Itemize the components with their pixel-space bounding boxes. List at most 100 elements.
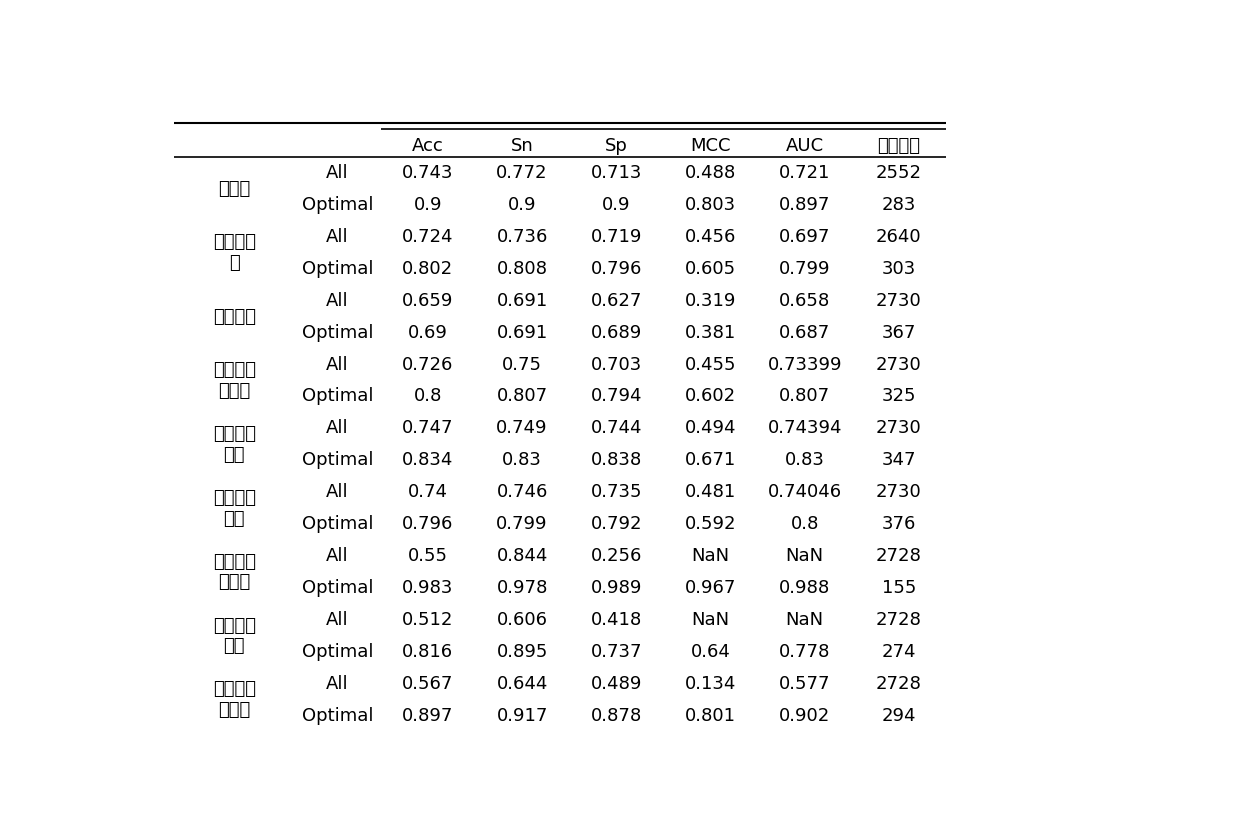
Text: 0.671: 0.671 — [684, 451, 737, 469]
Text: 0.418: 0.418 — [590, 611, 642, 629]
Text: 0.796: 0.796 — [402, 515, 454, 533]
Text: 376: 376 — [882, 515, 916, 533]
Text: All: All — [326, 611, 348, 629]
Text: Optimal: Optimal — [301, 515, 373, 533]
Text: 367: 367 — [882, 324, 916, 341]
Text: 0.772: 0.772 — [496, 164, 548, 182]
Text: 0.743: 0.743 — [402, 164, 454, 182]
Text: 2640: 2640 — [875, 228, 921, 246]
Text: 0.747: 0.747 — [402, 420, 454, 437]
Text: 0.807: 0.807 — [779, 388, 831, 406]
Text: All: All — [326, 164, 348, 182]
Text: 0.9: 0.9 — [414, 196, 443, 214]
Text: 嗜热地芽
孢杆菌: 嗜热地芽 孢杆菌 — [213, 680, 255, 720]
Text: 0.64: 0.64 — [691, 643, 730, 661]
Text: 0.794: 0.794 — [590, 388, 642, 406]
Text: 0.567: 0.567 — [402, 675, 454, 693]
Text: 0.808: 0.808 — [496, 260, 548, 278]
Text: 鼠伤寒沙
门菌: 鼠伤寒沙 门菌 — [213, 616, 255, 655]
Text: 0.967: 0.967 — [684, 579, 737, 597]
Text: 0.844: 0.844 — [496, 547, 548, 565]
Text: 2728: 2728 — [875, 675, 921, 693]
Text: 0.602: 0.602 — [684, 388, 737, 406]
Text: 0.8: 0.8 — [790, 515, 818, 533]
Text: 0.983: 0.983 — [402, 579, 454, 597]
Text: 0.8: 0.8 — [414, 388, 443, 406]
Text: Acc: Acc — [412, 137, 444, 155]
Text: All: All — [326, 228, 348, 246]
Text: 谷氨酸棒
状杆菌: 谷氨酸棒 状杆菌 — [213, 361, 255, 400]
Text: 347: 347 — [882, 451, 916, 469]
Text: 0.895: 0.895 — [496, 643, 548, 661]
Text: 0.736: 0.736 — [496, 228, 548, 246]
Text: 大肠杆菌: 大肠杆菌 — [213, 307, 255, 326]
Text: 0.659: 0.659 — [402, 292, 454, 310]
Text: 特征维数: 特征维数 — [878, 137, 920, 155]
Text: NaN: NaN — [692, 611, 729, 629]
Text: 0.834: 0.834 — [402, 451, 454, 469]
Text: All: All — [326, 420, 348, 437]
Text: 0.724: 0.724 — [402, 228, 454, 246]
Text: Optimal: Optimal — [301, 260, 373, 278]
Text: 0.703: 0.703 — [590, 355, 642, 373]
Text: 0.577: 0.577 — [779, 675, 831, 693]
Text: 0.897: 0.897 — [779, 196, 831, 214]
Text: 0.687: 0.687 — [779, 324, 831, 341]
Text: 0.719: 0.719 — [590, 228, 642, 246]
Text: 0.689: 0.689 — [590, 324, 642, 341]
Text: 0.691: 0.691 — [496, 292, 548, 310]
Text: 副溶血弧
菌: 副溶血弧 菌 — [213, 233, 255, 272]
Text: 0.256: 0.256 — [590, 547, 642, 565]
Text: 0.488: 0.488 — [684, 164, 737, 182]
Text: Optimal: Optimal — [301, 196, 373, 214]
Text: 0.319: 0.319 — [684, 292, 737, 310]
Text: 0.838: 0.838 — [590, 451, 642, 469]
Text: 0.897: 0.897 — [402, 706, 454, 724]
Text: 0.721: 0.721 — [779, 164, 831, 182]
Text: 0.605: 0.605 — [684, 260, 737, 278]
Text: NaN: NaN — [786, 547, 823, 565]
Text: 0.792: 0.792 — [590, 515, 642, 533]
Text: 155: 155 — [882, 579, 916, 597]
Text: 0.73399: 0.73399 — [768, 355, 842, 373]
Text: 0.592: 0.592 — [684, 515, 737, 533]
Text: 2730: 2730 — [875, 292, 921, 310]
Text: 0.726: 0.726 — [402, 355, 454, 373]
Text: 2552: 2552 — [875, 164, 921, 182]
Text: NaN: NaN — [692, 547, 729, 565]
Text: 0.606: 0.606 — [496, 611, 548, 629]
Text: 0.917: 0.917 — [496, 706, 548, 724]
Text: 2730: 2730 — [875, 355, 921, 373]
Text: Sn: Sn — [511, 137, 533, 155]
Text: 325: 325 — [882, 388, 916, 406]
Text: 0.494: 0.494 — [684, 420, 737, 437]
Text: 0.803: 0.803 — [684, 196, 737, 214]
Text: 0.69: 0.69 — [408, 324, 448, 341]
Text: 274: 274 — [882, 643, 916, 661]
Text: 0.799: 0.799 — [496, 515, 548, 533]
Text: 黎火疫病
原细菌: 黎火疫病 原细菌 — [213, 553, 255, 592]
Text: 0.83: 0.83 — [502, 451, 542, 469]
Text: Optimal: Optimal — [301, 388, 373, 406]
Text: 0.381: 0.381 — [684, 324, 737, 341]
Text: All: All — [326, 547, 348, 565]
Text: 0.489: 0.489 — [590, 675, 642, 693]
Text: 0.691: 0.691 — [496, 324, 548, 341]
Text: 0.802: 0.802 — [402, 260, 454, 278]
Text: 0.816: 0.816 — [402, 643, 454, 661]
Text: 0.9: 0.9 — [508, 196, 537, 214]
Text: AUC: AUC — [786, 137, 823, 155]
Text: Sp: Sp — [605, 137, 627, 155]
Text: Optimal: Optimal — [301, 324, 373, 341]
Text: 283: 283 — [882, 196, 916, 214]
Text: 0.807: 0.807 — [496, 388, 548, 406]
Text: 0.713: 0.713 — [590, 164, 642, 182]
Text: 0.55: 0.55 — [408, 547, 448, 565]
Text: 0.778: 0.778 — [779, 643, 831, 661]
Text: All: All — [326, 355, 348, 373]
Text: 2728: 2728 — [875, 611, 921, 629]
Text: 0.644: 0.644 — [496, 675, 548, 693]
Text: 0.75: 0.75 — [502, 355, 542, 373]
Text: Optimal: Optimal — [301, 579, 373, 597]
Text: 0.627: 0.627 — [590, 292, 642, 310]
